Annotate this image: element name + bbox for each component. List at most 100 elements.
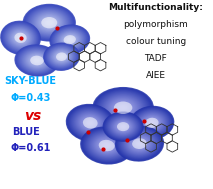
Ellipse shape — [135, 141, 144, 147]
Ellipse shape — [20, 49, 53, 72]
Ellipse shape — [111, 118, 135, 136]
Ellipse shape — [85, 130, 129, 161]
Ellipse shape — [116, 103, 130, 113]
Ellipse shape — [47, 46, 76, 68]
Ellipse shape — [118, 123, 129, 131]
Ellipse shape — [74, 110, 107, 136]
Ellipse shape — [108, 115, 138, 138]
Ellipse shape — [57, 53, 66, 60]
Text: Multifunctionality:: Multifunctionality: — [108, 3, 203, 12]
Ellipse shape — [109, 117, 137, 137]
Ellipse shape — [57, 53, 66, 60]
Ellipse shape — [35, 59, 39, 62]
Ellipse shape — [16, 34, 24, 41]
Ellipse shape — [86, 131, 127, 160]
Ellipse shape — [48, 46, 75, 67]
Ellipse shape — [150, 122, 153, 124]
Text: colour tuning: colour tuning — [126, 37, 186, 46]
Ellipse shape — [9, 28, 32, 47]
Ellipse shape — [53, 27, 86, 52]
Ellipse shape — [47, 21, 51, 24]
Ellipse shape — [132, 138, 147, 149]
Ellipse shape — [104, 112, 142, 141]
Ellipse shape — [50, 48, 73, 66]
Ellipse shape — [139, 113, 165, 132]
Ellipse shape — [130, 136, 149, 151]
Ellipse shape — [84, 129, 130, 162]
Ellipse shape — [17, 46, 57, 75]
Ellipse shape — [33, 58, 41, 63]
Ellipse shape — [1, 22, 40, 54]
Ellipse shape — [12, 31, 29, 45]
Ellipse shape — [119, 124, 127, 130]
Ellipse shape — [103, 112, 143, 141]
Ellipse shape — [147, 119, 156, 126]
Ellipse shape — [145, 118, 159, 128]
Ellipse shape — [16, 45, 58, 76]
Ellipse shape — [39, 16, 59, 30]
Ellipse shape — [89, 133, 124, 158]
Ellipse shape — [138, 113, 165, 133]
Ellipse shape — [6, 25, 36, 50]
Text: AIEE: AIEE — [146, 71, 166, 80]
Ellipse shape — [136, 141, 143, 146]
Ellipse shape — [142, 115, 162, 130]
Ellipse shape — [7, 26, 34, 49]
Ellipse shape — [27, 53, 47, 67]
Ellipse shape — [99, 140, 115, 151]
Ellipse shape — [46, 45, 77, 69]
Ellipse shape — [60, 56, 63, 58]
Ellipse shape — [115, 102, 131, 113]
Ellipse shape — [106, 114, 140, 139]
Ellipse shape — [58, 31, 82, 49]
Ellipse shape — [120, 106, 126, 110]
Ellipse shape — [118, 128, 161, 159]
Ellipse shape — [138, 112, 166, 134]
Ellipse shape — [132, 108, 171, 138]
Ellipse shape — [129, 106, 174, 140]
Ellipse shape — [59, 54, 65, 59]
Ellipse shape — [66, 37, 74, 43]
Ellipse shape — [83, 128, 131, 163]
Ellipse shape — [107, 115, 139, 138]
Ellipse shape — [34, 12, 64, 33]
Ellipse shape — [119, 129, 160, 159]
Ellipse shape — [115, 121, 131, 133]
Ellipse shape — [54, 51, 69, 62]
Ellipse shape — [39, 15, 60, 30]
Ellipse shape — [132, 108, 172, 138]
Ellipse shape — [79, 114, 102, 132]
Ellipse shape — [45, 44, 78, 70]
Ellipse shape — [82, 116, 98, 129]
Ellipse shape — [58, 54, 65, 60]
Ellipse shape — [55, 29, 84, 50]
Ellipse shape — [126, 133, 153, 154]
Ellipse shape — [52, 26, 88, 53]
Ellipse shape — [33, 11, 65, 34]
Ellipse shape — [104, 144, 109, 147]
Ellipse shape — [35, 13, 63, 33]
Ellipse shape — [18, 36, 23, 40]
Ellipse shape — [107, 97, 140, 119]
Ellipse shape — [59, 55, 64, 59]
Ellipse shape — [117, 122, 129, 131]
Ellipse shape — [24, 5, 74, 40]
Ellipse shape — [92, 87, 154, 129]
Ellipse shape — [80, 115, 101, 131]
Ellipse shape — [98, 139, 115, 152]
Ellipse shape — [17, 35, 24, 41]
Ellipse shape — [72, 108, 109, 137]
Ellipse shape — [49, 47, 75, 67]
Ellipse shape — [111, 99, 135, 116]
Ellipse shape — [128, 135, 151, 152]
Ellipse shape — [82, 128, 131, 163]
Ellipse shape — [6, 26, 35, 50]
Ellipse shape — [109, 116, 137, 137]
Ellipse shape — [4, 24, 37, 52]
Ellipse shape — [38, 15, 61, 31]
Ellipse shape — [135, 110, 168, 135]
Ellipse shape — [145, 118, 159, 128]
Text: Φ=0.43: Φ=0.43 — [10, 93, 51, 103]
Ellipse shape — [29, 8, 70, 37]
Ellipse shape — [65, 36, 75, 43]
